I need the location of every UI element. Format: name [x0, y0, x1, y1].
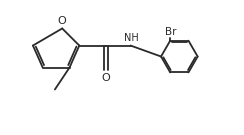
Text: O: O [102, 73, 111, 83]
Text: NH: NH [124, 33, 138, 43]
Text: Br: Br [165, 27, 176, 37]
Text: O: O [58, 16, 67, 26]
